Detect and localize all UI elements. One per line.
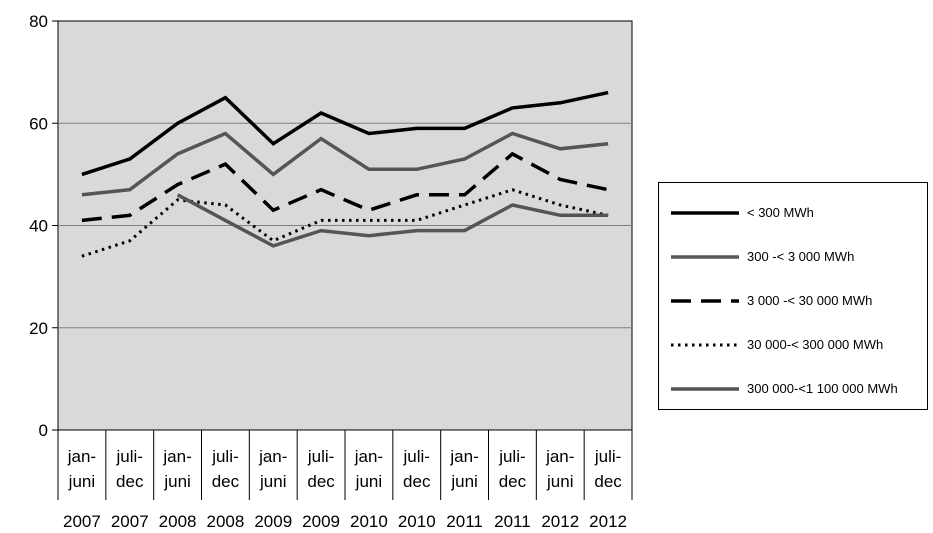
x-tick-label: juni (68, 472, 95, 491)
y-tick-label: 80 (29, 12, 48, 31)
legend: < 300 MWh 300 -< 3 000 MWh 3 000 -< 30 0… (658, 182, 928, 410)
x-tick-year-label: 2011 (494, 512, 531, 531)
x-tick-label: jan- (354, 447, 383, 466)
x-tick-year-label: 2007 (111, 512, 149, 531)
y-tick-label: 0 (39, 421, 48, 440)
x-tick-label: juli- (403, 447, 430, 466)
x-tick-label: juni (355, 472, 382, 491)
x-axis: jan-juni 2007 juli-dec 2007 jan-juni 2008 juli… (57, 430, 633, 531)
legend-label: 300 -< 3 000 MWh (747, 249, 855, 264)
x-tick-year-label: 2010 (398, 512, 436, 531)
legend-label: < 300 MWh (747, 205, 814, 220)
x-tick-label: juni (163, 472, 190, 491)
series-line (81, 151, 609, 223)
x-tick-label: juni (546, 472, 573, 491)
x-tick-label: jan- (545, 447, 574, 466)
legend-swatch (671, 387, 739, 391)
y-tick-label: 40 (29, 217, 48, 236)
legend-item: 300 -< 3 000 MWh (659, 247, 927, 267)
x-tick-label: jan- (258, 447, 287, 466)
series-lines (81, 90, 609, 258)
x-tick-year-label: 2009 (302, 512, 340, 531)
x-tick-label: dec (307, 472, 335, 491)
x-tick-year-label: 2012 (541, 512, 579, 531)
legend-label: 30 000-< 300 000 MWh (747, 337, 884, 352)
x-tick-label: juli- (116, 447, 143, 466)
x-tick-label: jan- (67, 447, 96, 466)
legend-item: < 300 MWh (659, 203, 927, 223)
x-tick-label: juni (450, 472, 477, 491)
x-tick-label: dec (594, 472, 622, 491)
x-tick-year-label: 2008 (159, 512, 197, 531)
x-tick-year-label: 2009 (254, 512, 292, 531)
x-tick-label: dec (212, 472, 240, 491)
y-tick-label: 60 (29, 114, 48, 133)
x-tick-label: dec (499, 472, 527, 491)
x-tick-year-label: 2011 (446, 512, 483, 531)
x-tick-year-label: 2012 (589, 512, 627, 531)
legend-swatch (671, 255, 739, 259)
legend-swatch (671, 211, 739, 215)
x-tick-label: jan- (162, 447, 191, 466)
x-tick-label: jan- (449, 447, 478, 466)
x-tick-year-label: 2010 (350, 512, 388, 531)
y-tick-label: 20 (29, 319, 48, 338)
legend-item: 30 000-< 300 000 MWh (659, 335, 927, 355)
series-line (81, 90, 609, 177)
legend-item: 300 000-<1 100 000 MWh (659, 379, 927, 399)
x-tick-year-label: 2008 (207, 512, 245, 531)
x-tick-label: juni (259, 472, 286, 491)
legend-swatch (671, 343, 739, 347)
x-tick-label: juli- (211, 447, 238, 466)
series-line (81, 131, 609, 197)
x-tick-label: juli- (594, 447, 621, 466)
x-tick-label: dec (116, 472, 144, 491)
legend-label: 3 000 -< 30 000 MWh (747, 293, 873, 308)
legend-label: 300 000-<1 100 000 MWh (747, 381, 898, 396)
x-tick-label: dec (403, 472, 431, 491)
x-tick-year-label: 2007 (63, 512, 101, 531)
y-axis: 0 20 40 60 80 (29, 12, 58, 440)
x-tick-label: juli- (498, 447, 525, 466)
series-line (176, 193, 609, 248)
legend-swatch (671, 299, 739, 303)
x-tick-label: juli- (307, 447, 334, 466)
legend-item: 3 000 -< 30 000 MWh (659, 291, 927, 311)
series-line (81, 188, 609, 258)
